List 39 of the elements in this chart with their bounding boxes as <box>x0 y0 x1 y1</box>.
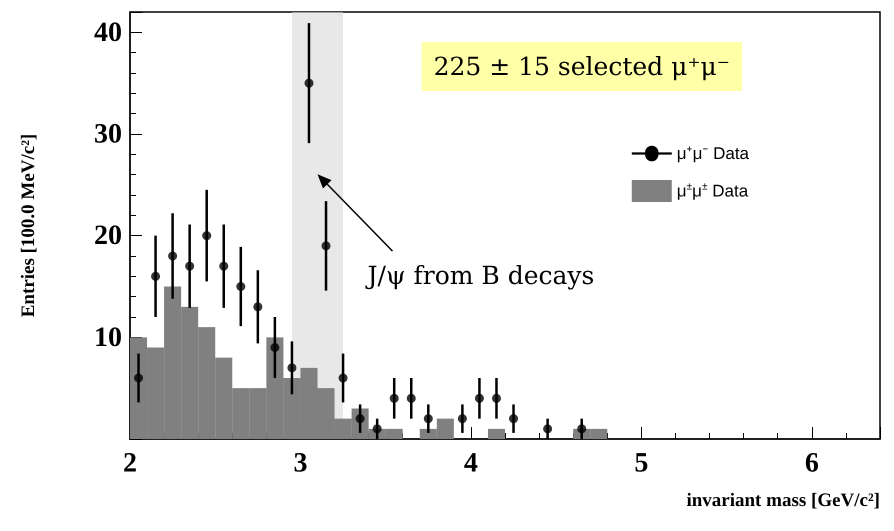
point <box>236 282 246 291</box>
point <box>406 394 416 403</box>
point <box>134 374 144 382</box>
legend-label: μ±μ± Data <box>676 181 749 200</box>
point <box>492 394 501 403</box>
y-tick-label: 10 <box>94 322 122 353</box>
annotation: J/ψ from B decays <box>364 261 594 290</box>
x-tick-label: 4 <box>464 448 478 478</box>
point <box>509 414 518 424</box>
point <box>219 262 228 271</box>
annotation: 225 ± 15 selected μ⁺μ⁻ <box>434 52 730 81</box>
x-tick-label: 6 <box>804 448 819 478</box>
point <box>202 231 212 240</box>
point <box>168 252 178 260</box>
point <box>390 394 399 403</box>
point <box>270 343 280 352</box>
point <box>372 424 382 434</box>
point <box>543 424 552 434</box>
legend-label: μ⁺μ⁻ Data <box>676 144 750 163</box>
x-tick-label: 5 <box>634 448 648 478</box>
point <box>287 363 296 372</box>
y-axis-title: Entries [100.0 MeV/c²] <box>18 134 39 318</box>
point <box>253 302 262 312</box>
point <box>338 374 348 382</box>
point <box>322 241 331 250</box>
point <box>474 394 484 403</box>
point <box>424 414 433 424</box>
point <box>304 78 314 88</box>
x-axis-title: invariant mass [GeV/c²] <box>686 490 880 511</box>
y-tick-label: 40 <box>94 16 122 48</box>
point <box>356 414 365 424</box>
x-tick-label: 3 <box>293 448 308 478</box>
x-tick-label: 2 <box>123 448 137 478</box>
y-tick-label: 20 <box>94 220 122 252</box>
point <box>185 262 194 271</box>
point <box>151 272 160 281</box>
point <box>577 424 586 434</box>
y-tick-label: 30 <box>94 118 122 150</box>
point <box>458 414 467 424</box>
